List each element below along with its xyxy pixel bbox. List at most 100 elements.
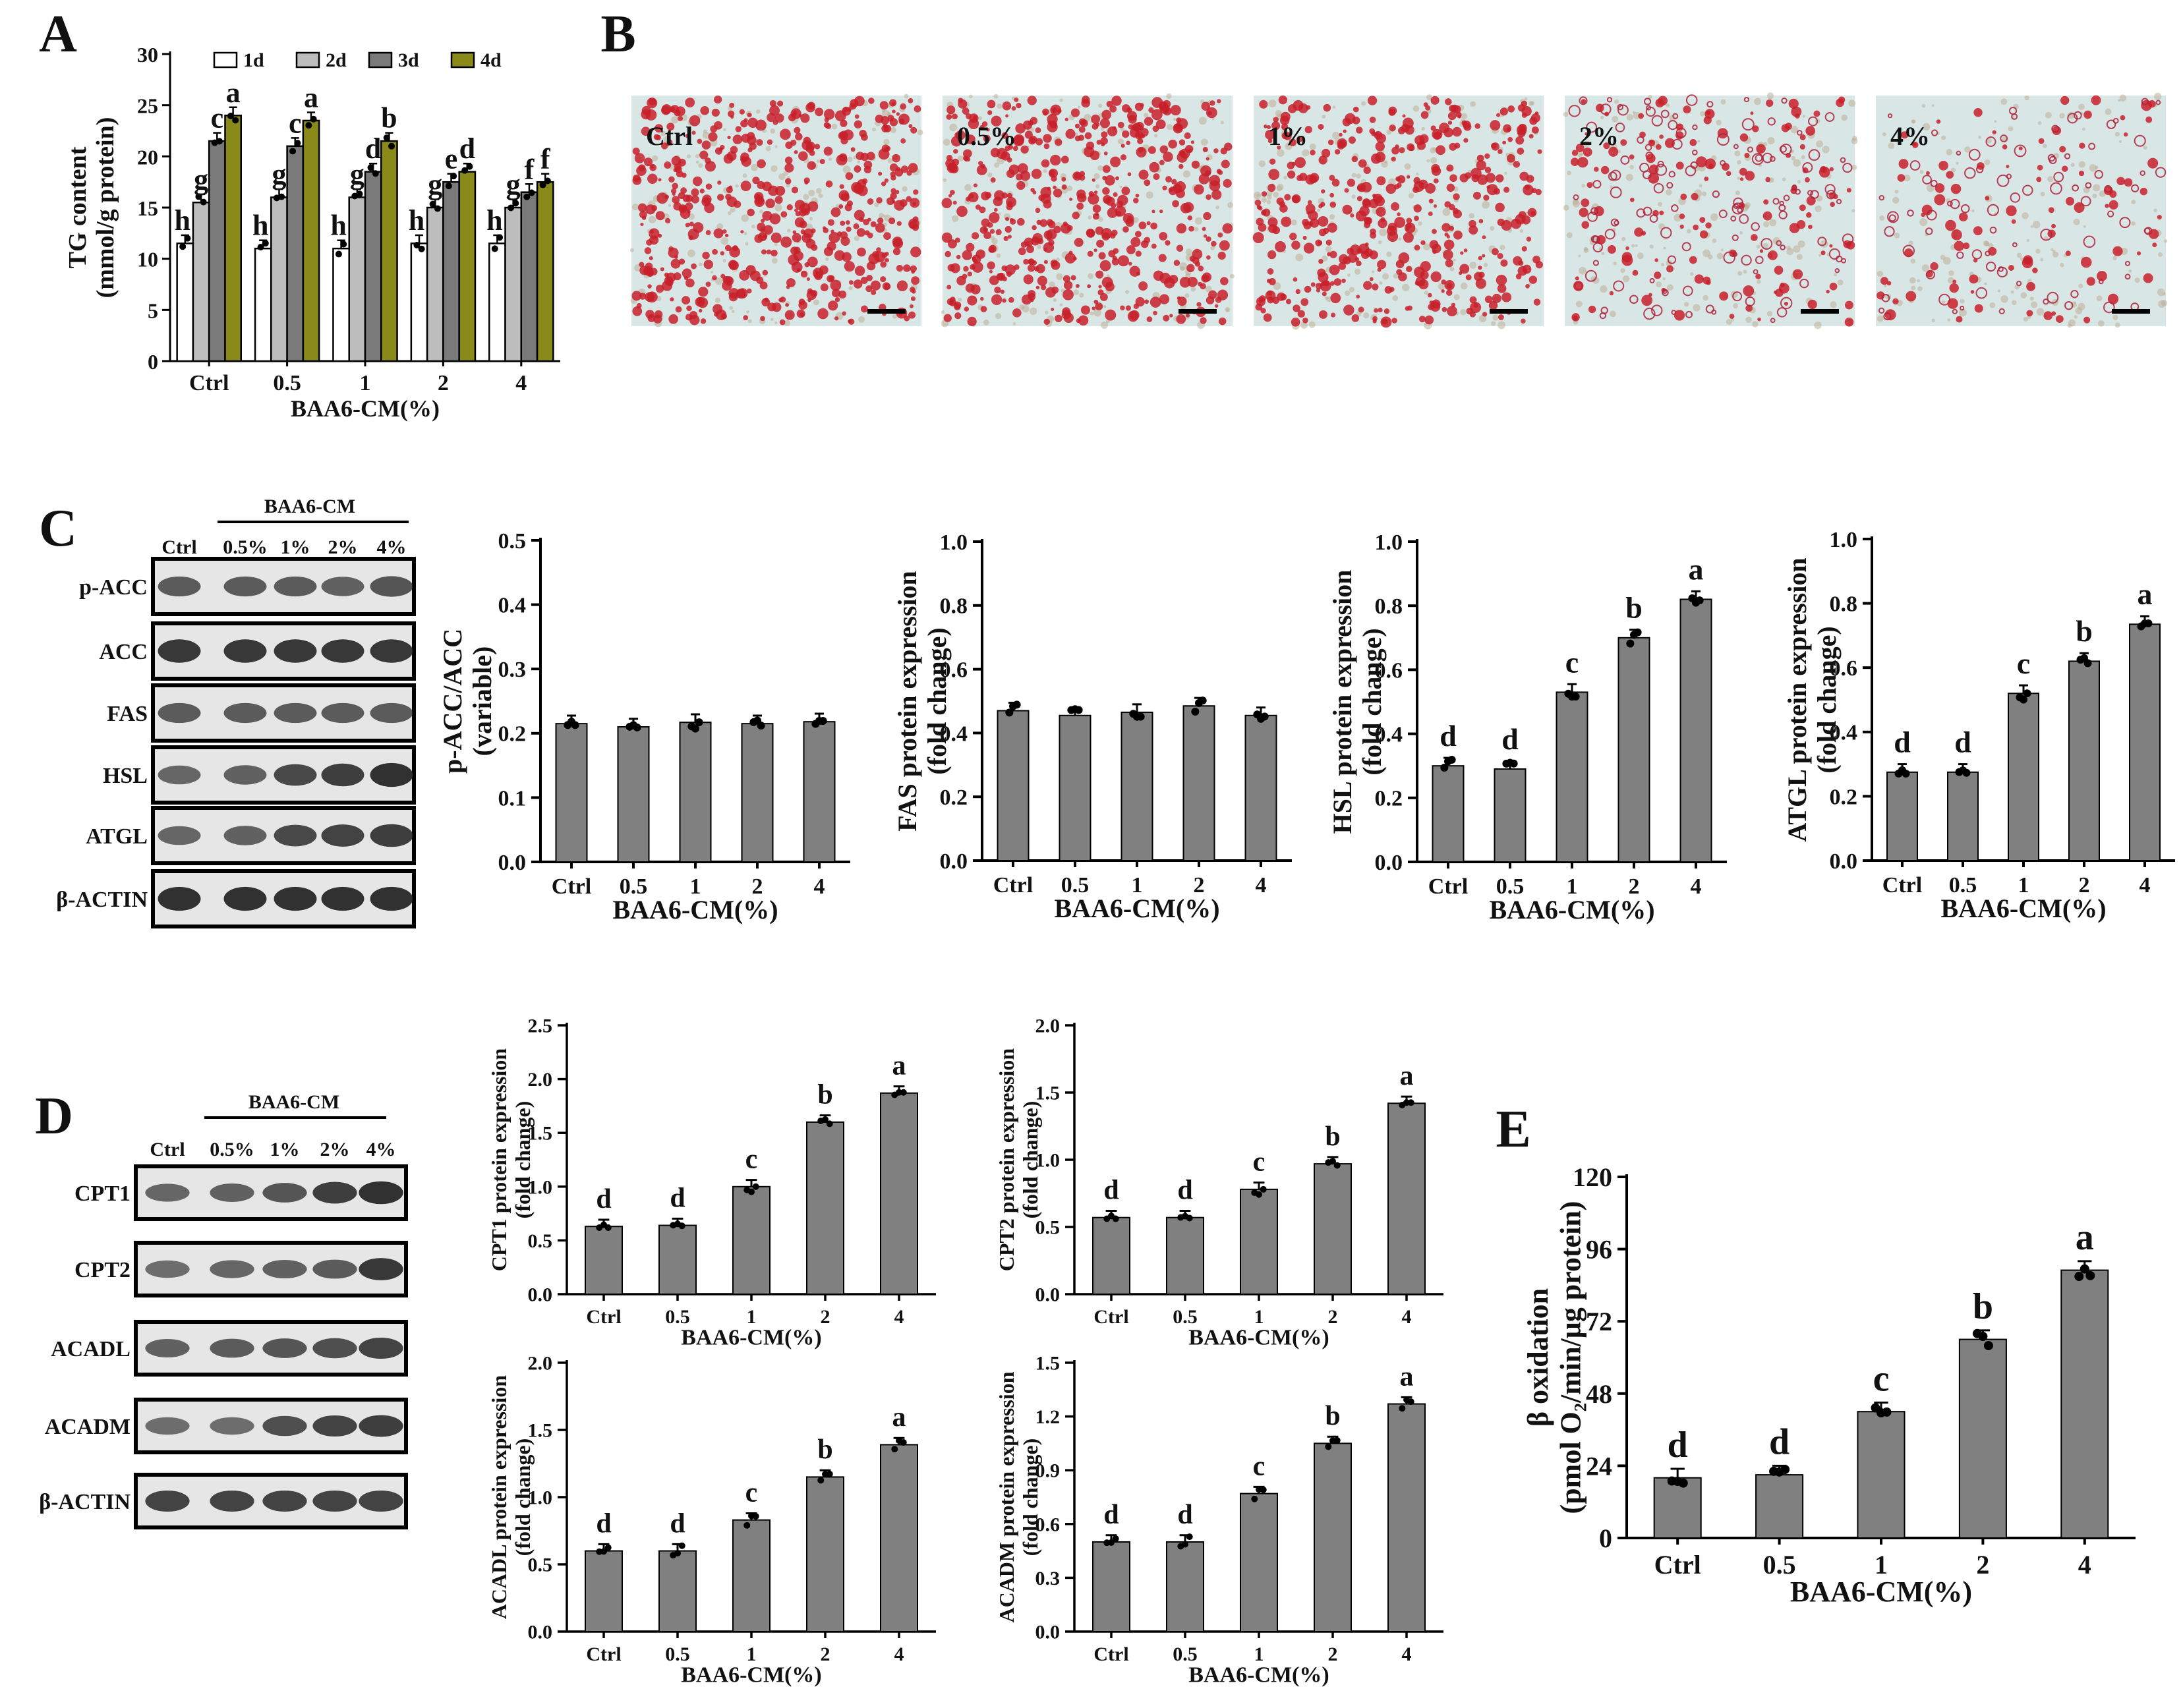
lipid-droplet xyxy=(1084,132,1092,140)
cell-texture xyxy=(949,123,958,132)
lipid-droplet xyxy=(1756,144,1766,154)
lipid-droplet xyxy=(1074,237,1084,247)
lipid-droplet xyxy=(1128,262,1132,266)
data-point xyxy=(179,243,187,250)
lipid-droplet xyxy=(1341,278,1346,283)
lipid-droplet xyxy=(1668,171,1675,178)
lipid-droplet xyxy=(1103,151,1108,156)
protein-label: p-ACC xyxy=(79,575,148,600)
lipid-droplet xyxy=(786,278,796,288)
lipid-droplet xyxy=(1320,202,1325,207)
cell-texture xyxy=(993,94,999,99)
lipid-droplet xyxy=(1947,298,1958,309)
lipid-droplet xyxy=(966,242,975,252)
data-point xyxy=(184,235,191,242)
lipid-droplet xyxy=(1431,163,1440,173)
bar xyxy=(1432,765,1465,863)
lipid-droplet xyxy=(1338,262,1347,270)
bar xyxy=(1653,1477,1702,1539)
cell-texture xyxy=(1950,167,1956,173)
lipid-droplet xyxy=(1133,198,1139,204)
lipid-droplet xyxy=(2080,256,2092,268)
lipid-droplet xyxy=(1887,211,1899,223)
cell-texture xyxy=(2029,297,2034,301)
x-tick-label: Ctrl xyxy=(586,1643,621,1665)
lipid-droplet xyxy=(2103,301,2115,314)
lipid-droplet xyxy=(1430,125,1436,131)
lane-label: 2% xyxy=(328,536,358,558)
lipid-droplet xyxy=(1521,100,1528,107)
lipid-droplet xyxy=(1093,190,1098,194)
cell-texture xyxy=(771,165,778,172)
lipid-droplet xyxy=(987,100,996,109)
lipid-droplet xyxy=(1406,266,1412,272)
lipid-droplet xyxy=(1414,244,1420,251)
lipid-droplet xyxy=(1485,173,1496,183)
bar xyxy=(332,247,350,362)
x-tick-label: 4 xyxy=(515,371,527,395)
lipid-droplet xyxy=(1975,287,1988,299)
cell-texture xyxy=(1090,311,1094,316)
lipid-droplet xyxy=(739,109,745,115)
lipid-droplet xyxy=(678,192,685,200)
lipid-droplet xyxy=(714,147,723,155)
lipid-droplet xyxy=(1254,199,1262,206)
lipid-droplet xyxy=(1629,197,1635,202)
lipid-droplet xyxy=(784,178,792,185)
lipid-droplet xyxy=(2085,182,2092,189)
cell-texture xyxy=(1769,219,1777,227)
lipid-droplet xyxy=(1138,125,1144,131)
cell-texture xyxy=(1030,307,1037,315)
bar xyxy=(2129,623,2161,861)
lipid-droplet xyxy=(1528,134,1534,139)
cell-texture xyxy=(729,306,733,310)
lipid-droplet xyxy=(1484,167,1492,173)
lipid-droplet xyxy=(1343,304,1354,316)
lipid-droplet xyxy=(1211,189,1222,200)
bar xyxy=(1240,1493,1278,1633)
lane-label: 1% xyxy=(281,536,310,558)
lipid-droplet xyxy=(1575,276,1579,281)
lipid-droplet xyxy=(1482,312,1488,317)
lipid-droplet xyxy=(947,264,955,271)
lipid-droplet xyxy=(794,200,805,210)
cell-texture xyxy=(2093,184,2101,192)
lipid-droplet xyxy=(1174,123,1183,132)
lipid-droplet xyxy=(1925,227,1933,235)
lipid-droplet xyxy=(1946,200,1953,207)
lipid-droplet xyxy=(1121,144,1125,148)
bar xyxy=(1092,1216,1130,1295)
cell-texture xyxy=(1053,298,1057,302)
lipid-droplet xyxy=(946,105,956,115)
lipid-droplet xyxy=(1806,196,1816,206)
lipid-droplet xyxy=(1218,317,1227,326)
cell-texture xyxy=(698,163,703,168)
lipid-droplet xyxy=(1996,266,2008,277)
blot-row: CPT2 xyxy=(74,1241,408,1297)
lipid-droplet xyxy=(1956,150,1962,156)
cell-texture xyxy=(1703,249,1711,258)
lipid-droplet xyxy=(705,281,711,287)
lipid-droplet xyxy=(2086,277,2095,286)
lipid-droplet xyxy=(1198,266,1204,271)
lipid-droplet xyxy=(685,222,690,227)
protein-band xyxy=(312,1338,357,1359)
lipid-droplet xyxy=(1775,289,1784,297)
lipid-droplet xyxy=(1883,312,1892,321)
cell-texture xyxy=(1583,140,1590,148)
lipid-droplet xyxy=(1420,111,1429,119)
bar xyxy=(286,145,305,362)
lipid-droplet xyxy=(1842,163,1853,173)
lipid-droplet xyxy=(1492,248,1499,256)
cell-texture xyxy=(1198,117,1207,125)
lipid-droplet xyxy=(1295,289,1301,295)
cell-texture xyxy=(1690,272,1694,276)
cell-texture xyxy=(858,316,865,323)
cell-texture xyxy=(1756,244,1761,249)
lipid-droplet xyxy=(1363,281,1372,290)
lipid-droplet xyxy=(1425,105,1431,111)
data-point xyxy=(900,1089,907,1096)
lipid-droplet xyxy=(1712,190,1720,198)
data-point xyxy=(1978,1332,1988,1342)
